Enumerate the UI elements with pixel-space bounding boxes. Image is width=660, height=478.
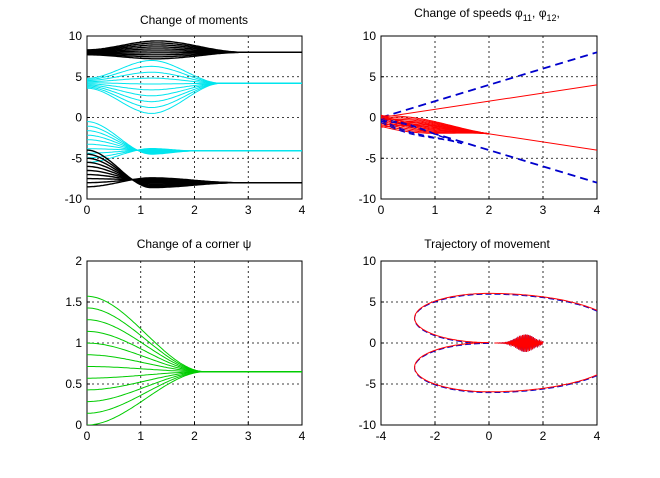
plot-content: 0 1 2 3 4 10 5 0 -5 -10 xyxy=(65,29,306,217)
chart-title: Trajectory of movement xyxy=(424,237,550,251)
title-text: Change of speeds φ xyxy=(414,6,523,20)
trajectory-line xyxy=(414,293,597,344)
x-tick-label: 4 xyxy=(594,429,601,443)
plot-content: -4 -2 0 2 4 10 5 0 -5 -10 xyxy=(359,254,601,443)
y-tick-label: 0.5 xyxy=(65,377,82,391)
y-tick-label: 0 xyxy=(75,418,82,432)
panel-change-of-moments: Change of moments 0 1 2 3 4 10 5 0 -5 -10 xyxy=(65,13,306,217)
x-tick-label: 1 xyxy=(432,203,439,217)
plot-content: 0 1 2 3 4 10 5 0 -5 -10 xyxy=(359,29,601,217)
y-tick-label: 1.5 xyxy=(65,295,82,309)
y-tick-label: -5 xyxy=(365,377,376,391)
x-tick-label: 2 xyxy=(191,203,198,217)
x-tick-label: 1 xyxy=(137,203,144,217)
x-tick-label: 0 xyxy=(378,203,385,217)
x-tick-label: 1 xyxy=(137,429,144,443)
x-tick-label: 0 xyxy=(84,429,91,443)
y-tick-label: 0 xyxy=(369,111,376,125)
series-line xyxy=(381,121,463,145)
trajectory-line xyxy=(414,342,597,393)
y-tick-label: -10 xyxy=(359,418,377,432)
x-tick-label: 4 xyxy=(299,203,306,217)
y-tick-label: 0 xyxy=(369,336,376,350)
series-line xyxy=(87,295,302,373)
y-tick-label: 0 xyxy=(75,111,82,125)
series-line xyxy=(87,177,302,188)
series-group xyxy=(87,295,302,425)
x-tick-label: 0 xyxy=(486,429,493,443)
panel-trajectory: Trajectory of movement -4 -2 0 2 4 10 5 0 -5 -10 xyxy=(359,237,601,443)
oscillation-line xyxy=(494,334,544,352)
y-tick-label: 10 xyxy=(69,29,83,43)
x-tick-label: -4 xyxy=(376,429,387,443)
series-group xyxy=(381,51,597,184)
plot-content: 0 1 2 3 4 2 1.5 1 0.5 0 xyxy=(65,254,305,443)
y-tick-label: -10 xyxy=(359,192,377,206)
x-tick-label: 0 xyxy=(84,203,91,217)
series-group xyxy=(414,292,597,394)
series-line xyxy=(87,40,302,53)
y-tick-label: 5 xyxy=(75,70,82,84)
x-tick-label: -2 xyxy=(430,429,441,443)
title-sub-11: 11 xyxy=(523,13,532,23)
x-tick-label: 2 xyxy=(540,429,547,443)
series-line xyxy=(381,116,597,184)
trajectory-line xyxy=(414,342,597,394)
x-tick-label: 3 xyxy=(540,203,547,217)
x-tick-label: 2 xyxy=(191,429,198,443)
y-tick-label: 10 xyxy=(363,29,377,43)
series-line xyxy=(381,125,490,135)
chart-title: Change of moments xyxy=(140,13,248,27)
panel-change-of-corner: Change of a corner ψ 0 1 2 3 4 2 1.5 1 0.5 0 xyxy=(65,237,305,443)
y-tick-label: -5 xyxy=(365,151,376,165)
title-sep: , φ xyxy=(532,6,547,20)
x-tick-label: 4 xyxy=(594,203,601,217)
x-tick-label: 2 xyxy=(486,203,493,217)
y-tick-label: 10 xyxy=(363,254,377,268)
series-group xyxy=(87,40,302,189)
y-tick-label: 2 xyxy=(75,254,82,268)
series-line xyxy=(381,51,597,119)
x-tick-label: 3 xyxy=(245,429,252,443)
title-sub-12: 12 xyxy=(546,13,556,23)
title-end: , xyxy=(557,6,560,20)
trajectory-line xyxy=(414,292,597,344)
panel-change-of-speeds: Change of speeds φ11, φ12, 0 1 2 3 41050-5-1… xyxy=(359,6,601,217)
y-tick-label: -10 xyxy=(65,192,83,206)
chart-title: Change of speeds φ11, φ12, xyxy=(414,6,560,23)
y-tick-label: 5 xyxy=(369,70,376,84)
y-tick-label: -5 xyxy=(71,151,82,165)
series-line xyxy=(87,60,302,84)
y-tick-label: 1 xyxy=(75,336,82,350)
series-line xyxy=(87,148,302,163)
series-line xyxy=(381,121,463,145)
series-line xyxy=(381,84,597,118)
x-tick-label: 3 xyxy=(245,203,252,217)
y-tick-label: 5 xyxy=(369,295,376,309)
chart-title: Change of a corner ψ xyxy=(137,237,252,251)
x-tick-label: 4 xyxy=(299,429,306,443)
